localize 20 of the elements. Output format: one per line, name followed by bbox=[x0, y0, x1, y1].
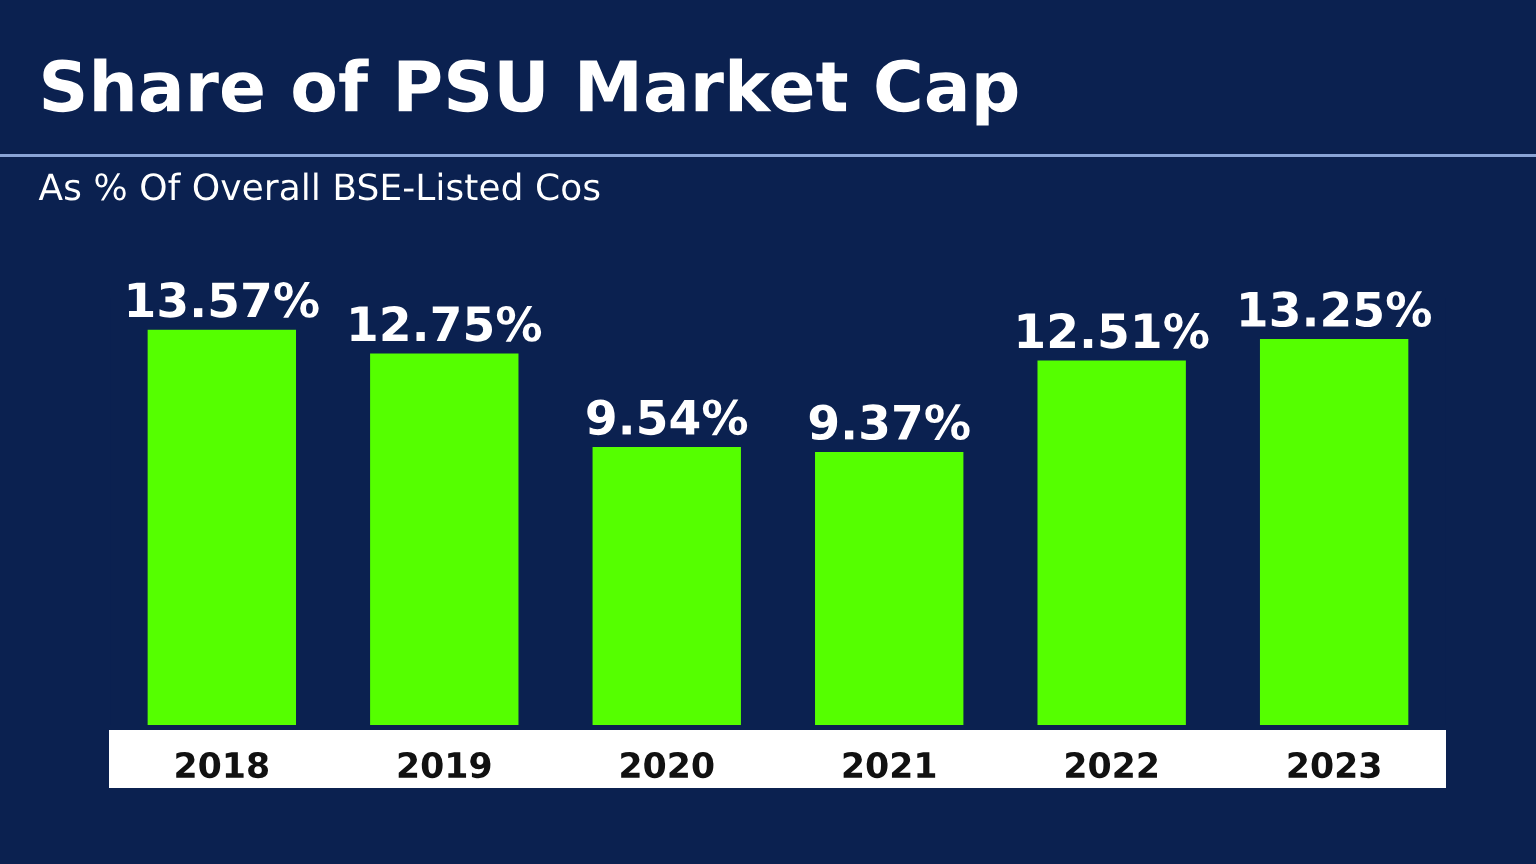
data-label: 13.25% bbox=[1241, 291, 1431, 328]
bar bbox=[370, 353, 519, 725]
chart-subtitle: As % Of Overall BSE-Listed Cos bbox=[38, 172, 600, 201]
data-label: 12.51% bbox=[1018, 312, 1209, 349]
chart-title: Share of PSU Market Cap bbox=[43, 58, 1018, 126]
x-tick-label: 2019 bbox=[398, 751, 491, 779]
x-tick-label: 2018 bbox=[176, 751, 268, 779]
bar bbox=[815, 452, 964, 725]
x-tick-label: 2021 bbox=[843, 751, 936, 779]
bar bbox=[147, 329, 297, 725]
data-label: 13.57% bbox=[128, 282, 319, 318]
x-tick-label: 2022 bbox=[1066, 751, 1157, 779]
bar bbox=[1037, 360, 1186, 725]
data-label: 9.54% bbox=[587, 399, 748, 436]
bar bbox=[1259, 339, 1409, 725]
x-tick-label: 2020 bbox=[621, 751, 714, 779]
data-label: 9.37% bbox=[809, 404, 970, 441]
x-tick-label: 2023 bbox=[1288, 751, 1380, 779]
bar bbox=[592, 447, 741, 725]
data-label: 12.75% bbox=[351, 305, 542, 342]
